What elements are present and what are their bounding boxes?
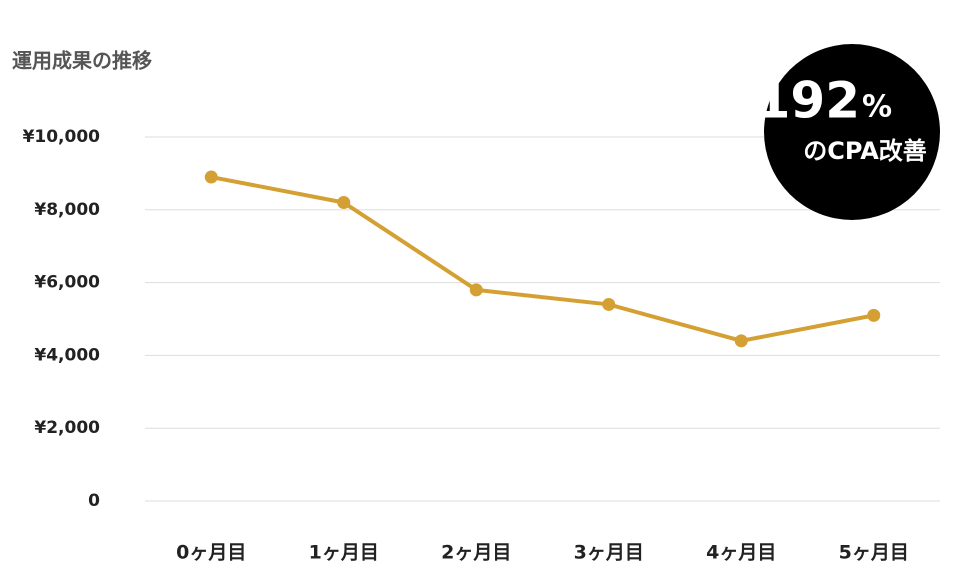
y-tick-label: ¥6,000	[34, 273, 100, 293]
x-tick-label: 3ヶ月目	[574, 542, 644, 564]
x-tick-label: 4ヶ月目	[706, 542, 776, 564]
y-tick-label: ¥8,000	[34, 200, 100, 220]
badge	[764, 44, 940, 220]
x-tick-label: 1ヶ月目	[309, 542, 379, 564]
point	[469, 283, 483, 297]
badge-text: のCPA改善	[803, 137, 927, 165]
y-tick-label: ¥10,000	[23, 127, 101, 147]
point	[867, 308, 881, 322]
x-tick-label: 2ヶ月目	[441, 542, 511, 564]
badge-number: 192	[756, 72, 860, 130]
point	[602, 297, 616, 311]
y-tick-label: ¥2,000	[34, 418, 100, 438]
badge-unit: %	[862, 90, 892, 125]
x-tick-label: 0ヶ月目	[176, 542, 246, 564]
line	[210, 175, 875, 343]
y-tick-label: ¥4,000	[34, 345, 100, 365]
chart-title: 運用成果の推移	[12, 49, 152, 73]
y-tick-label: 0	[88, 491, 100, 511]
x-tick-label: 5ヶ月目	[839, 542, 909, 564]
point	[204, 170, 218, 184]
point	[337, 196, 351, 210]
point	[734, 334, 748, 348]
